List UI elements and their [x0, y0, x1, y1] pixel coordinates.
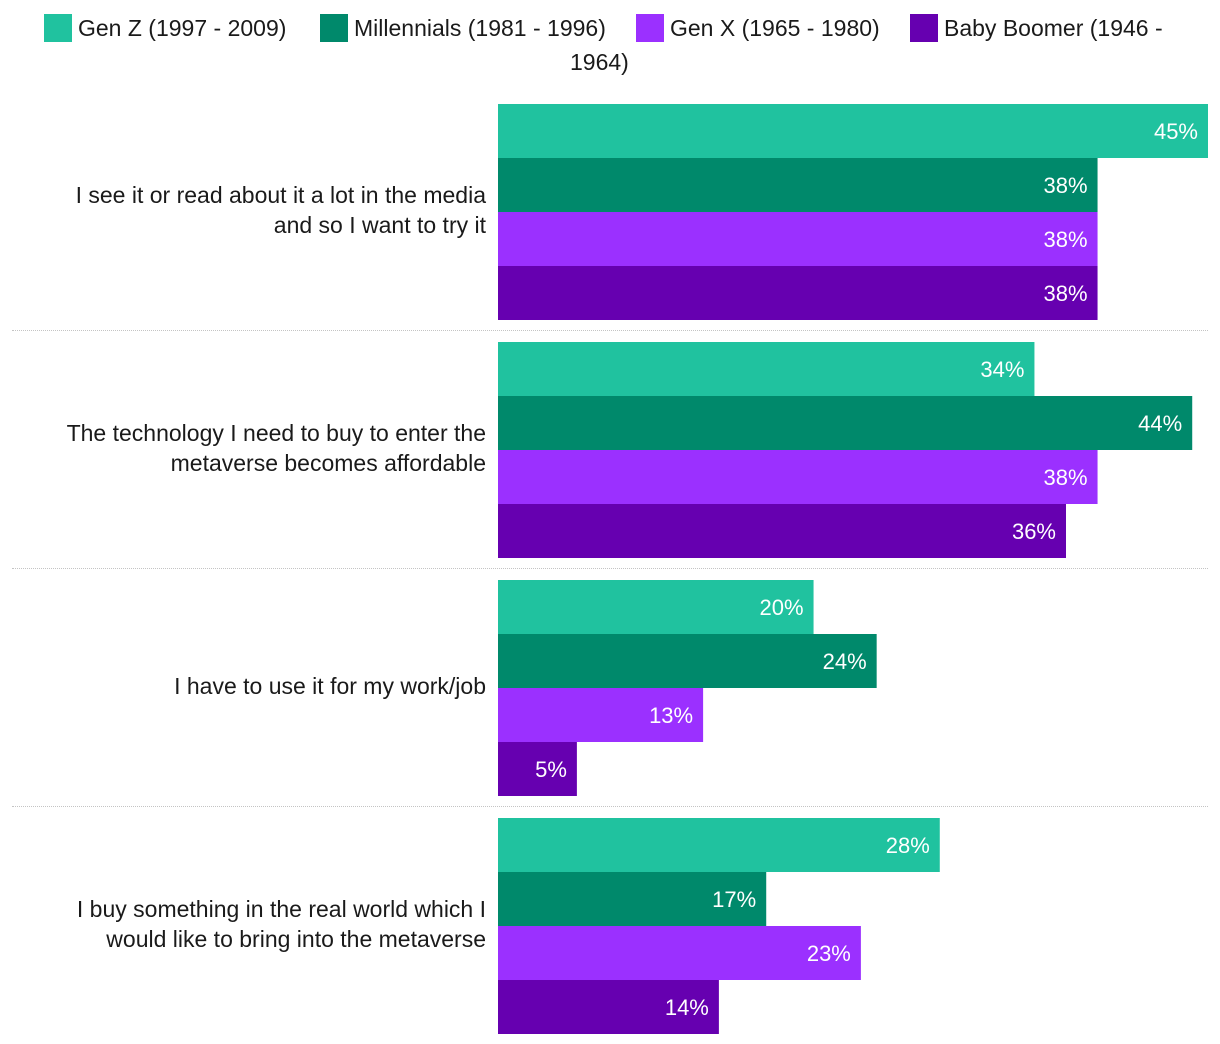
legend-label-gen-z: Gen Z (1997 - 2009) — [78, 15, 287, 41]
bar-group-4: 28% 17% 23% 14% — [498, 818, 940, 1034]
legend-swatch-gen-z — [44, 14, 72, 42]
bar — [498, 266, 1098, 320]
category-label: I buy something in the real world which … — [6, 894, 486, 954]
category-label-line: I see it or read about it a lot in the m… — [75, 182, 486, 208]
category-separator — [12, 568, 1208, 569]
category-label: I see it or read about it a lot in the m… — [6, 180, 486, 240]
bar — [498, 104, 1208, 158]
bar-value-label: 38% — [1044, 465, 1088, 490]
bar — [498, 158, 1098, 212]
bar — [498, 396, 1193, 450]
bar — [498, 688, 704, 742]
bar — [498, 634, 877, 688]
category-label-line: and so I want to try it — [273, 212, 486, 238]
category-label: The technology I need to buy to enter th… — [6, 418, 486, 478]
category-separator — [12, 330, 1208, 331]
bar — [498, 980, 719, 1034]
bar-value-label: 36% — [1012, 519, 1056, 544]
bar-group-2: 34% 44% 38% 36% — [498, 342, 1193, 558]
category-label-line: metaverse becomes affordable — [170, 450, 486, 476]
bar-value-label: 45% — [1154, 119, 1198, 144]
legend-label-millennials: Millennials (1981 - 1996) — [354, 15, 606, 41]
bar-group-1: 45% 38% 38% 38% — [498, 104, 1208, 320]
category-label-line: I have to use it for my work/job — [174, 673, 486, 699]
bar — [498, 872, 767, 926]
bar — [498, 818, 940, 872]
bar — [498, 742, 577, 796]
bar-group-3: 20% 24% 13% 5% — [498, 580, 877, 796]
legend-label-baby-boomer-continued: 1964) — [570, 49, 629, 75]
category-label: I have to use it for my work/job — [6, 671, 486, 701]
legend-label-gen-x: Gen X (1965 - 1980) — [670, 15, 880, 41]
chart-legend: Gen Z (1997 - 2009) Millennials (1981 - … — [0, 0, 1220, 80]
bar-value-label: 38% — [1044, 227, 1088, 252]
bar — [498, 342, 1035, 396]
legend-label-baby-boomer: Baby Boomer (1946 - — [944, 15, 1163, 41]
legend-swatch-millennials — [320, 14, 348, 42]
category-separator — [12, 806, 1208, 807]
bar-value-label: 38% — [1044, 173, 1088, 198]
category-label-line: I buy something in the real world which … — [76, 896, 486, 922]
bar-value-label: 38% — [1044, 281, 1088, 306]
bar-value-label: 17% — [712, 887, 756, 912]
bar-value-label: 23% — [807, 941, 851, 966]
bar — [498, 504, 1066, 558]
category-label-line: would like to bring into the metaverse — [106, 926, 486, 952]
legend-swatch-baby-boomer — [910, 14, 938, 42]
bar — [498, 926, 861, 980]
category-label-line: The technology I need to buy to enter th… — [66, 420, 486, 446]
bar-value-label: 44% — [1138, 411, 1182, 436]
bar-value-label: 5% — [535, 757, 567, 782]
legend-swatch-gen-x — [636, 14, 664, 42]
bar-value-label: 34% — [980, 357, 1024, 382]
bar — [498, 450, 1098, 504]
bar-value-label: 24% — [823, 649, 867, 674]
bar-value-label: 20% — [760, 595, 804, 620]
bar-value-label: 28% — [886, 833, 930, 858]
bar-value-label: 13% — [649, 703, 693, 728]
bar — [498, 580, 814, 634]
bar — [498, 212, 1098, 266]
bar-value-label: 14% — [665, 995, 709, 1020]
